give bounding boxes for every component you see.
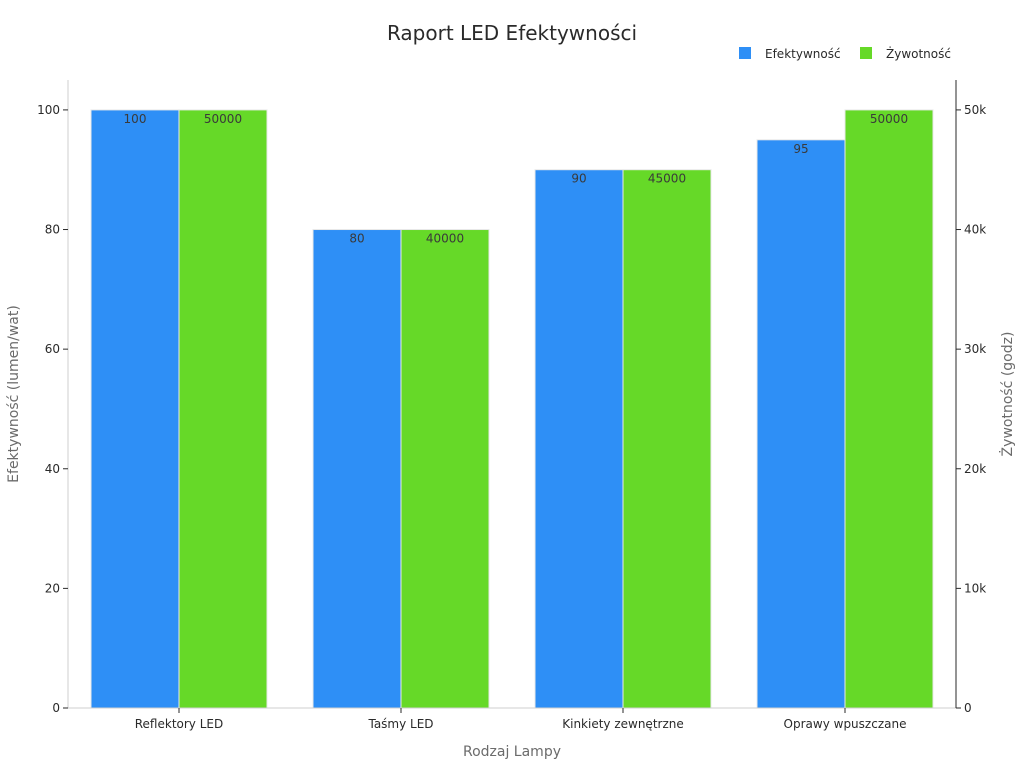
bar-zywotnosc-2	[622, 169, 712, 709]
bar-efektywnosc-2	[534, 169, 624, 709]
bar-labels-group: 100 50000 80 40000 90 45000 95 50000	[124, 112, 909, 246]
bar-label-efektywnosc-3: 95	[793, 142, 808, 156]
legend-swatch-efektywnosc	[739, 47, 751, 59]
bar-zywotnosc-3	[844, 109, 934, 709]
x-tick-label: Taśmy LED	[367, 717, 433, 731]
bar-efektywnosc-1	[312, 229, 402, 709]
right-y-axis-title: Żywotność (godz)	[998, 332, 1016, 457]
right-y-ticks: 0 10k 20k 30k 40k 50k	[956, 103, 986, 715]
right-y-tick-label: 0	[964, 701, 972, 715]
x-tick-label: Oprawy wpuszczane	[784, 717, 907, 731]
bar-label-zywotnosc-1: 40000	[426, 232, 464, 246]
bar-zywotnosc-0	[178, 109, 268, 709]
left-y-tick-label: 40	[45, 462, 60, 476]
legend: Efektywność Żywotność	[739, 46, 951, 61]
bar-label-efektywnosc-1: 80	[349, 232, 364, 246]
right-y-tick-label: 50k	[964, 103, 986, 117]
left-y-tick-label: 0	[52, 701, 60, 715]
left-y-axis-title: Efektywność (lumen/wat)	[6, 305, 22, 483]
left-y-ticks: 0 20 40 60 80 100	[37, 103, 68, 715]
right-y-tick-label: 30k	[964, 342, 986, 356]
bar-efektywnosc-0	[90, 109, 180, 709]
bar-label-zywotnosc-2: 45000	[648, 172, 686, 186]
bar-zywotnosc-1	[400, 229, 490, 709]
bar-label-zywotnosc-0: 50000	[204, 112, 242, 126]
legend-swatch-zywotnosc	[860, 47, 872, 59]
legend-label-zywotnosc: Żywotność	[886, 46, 951, 61]
x-axis-title: Rodzaj Lampy	[463, 744, 561, 760]
left-y-tick-label: 60	[45, 342, 60, 356]
left-y-tick-label: 100	[37, 103, 60, 117]
right-y-tick-label: 20k	[964, 462, 986, 476]
bar-label-efektywnosc-2: 90	[571, 172, 586, 186]
left-y-tick-label: 80	[45, 223, 60, 237]
bars-group	[90, 109, 934, 709]
left-y-tick-label: 20	[45, 581, 60, 595]
x-tick-label: Kinkiety zewnętrzne	[562, 717, 684, 731]
legend-label-efektywnosc: Efektywność	[765, 47, 841, 61]
chart-title: Raport LED Efektywności	[387, 21, 637, 45]
right-y-tick-label: 10k	[964, 581, 986, 595]
right-y-tick-label: 40k	[964, 223, 986, 237]
bar-label-efektywnosc-0: 100	[124, 112, 147, 126]
x-ticks: Reflektory LED Taśmy LED Kinkiety zewnętrz…	[135, 708, 907, 731]
x-tick-label: Reflektory LED	[135, 717, 223, 731]
bar-efektywnosc-3	[756, 139, 846, 709]
bar-label-zywotnosc-3: 50000	[870, 112, 908, 126]
